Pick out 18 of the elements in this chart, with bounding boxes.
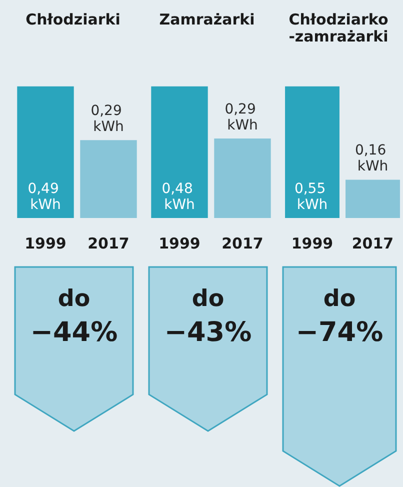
data-label: 0,29 kWh <box>224 101 260 134</box>
data-label: 0,29 kWh <box>90 103 126 136</box>
data-label: 0,16 kWh <box>354 142 391 175</box>
chart-title: Chłodziarki <box>26 10 120 28</box>
x-tick-label: 2017 <box>222 234 264 252</box>
x-tick-label: 2017 <box>352 234 394 252</box>
chart-title: Zamrażarki <box>159 10 255 28</box>
down-arrow: do −44% <box>14 266 134 432</box>
x-tick-label: 2017 <box>88 234 130 252</box>
data-label: 0,49 kWh <box>28 181 64 213</box>
down-arrow: do −43% <box>148 266 268 432</box>
chart-title: Chłodziarko -zamrażarki <box>288 10 388 46</box>
x-tick-label: 1999 <box>24 234 66 252</box>
down-arrow: do −74% <box>282 266 397 487</box>
data-label: 0,55 kWh <box>294 181 330 213</box>
data-label: 0,48 kWh <box>162 181 198 213</box>
x-tick-label: 1999 <box>158 234 200 252</box>
x-tick-label: 1999 <box>291 234 334 252</box>
